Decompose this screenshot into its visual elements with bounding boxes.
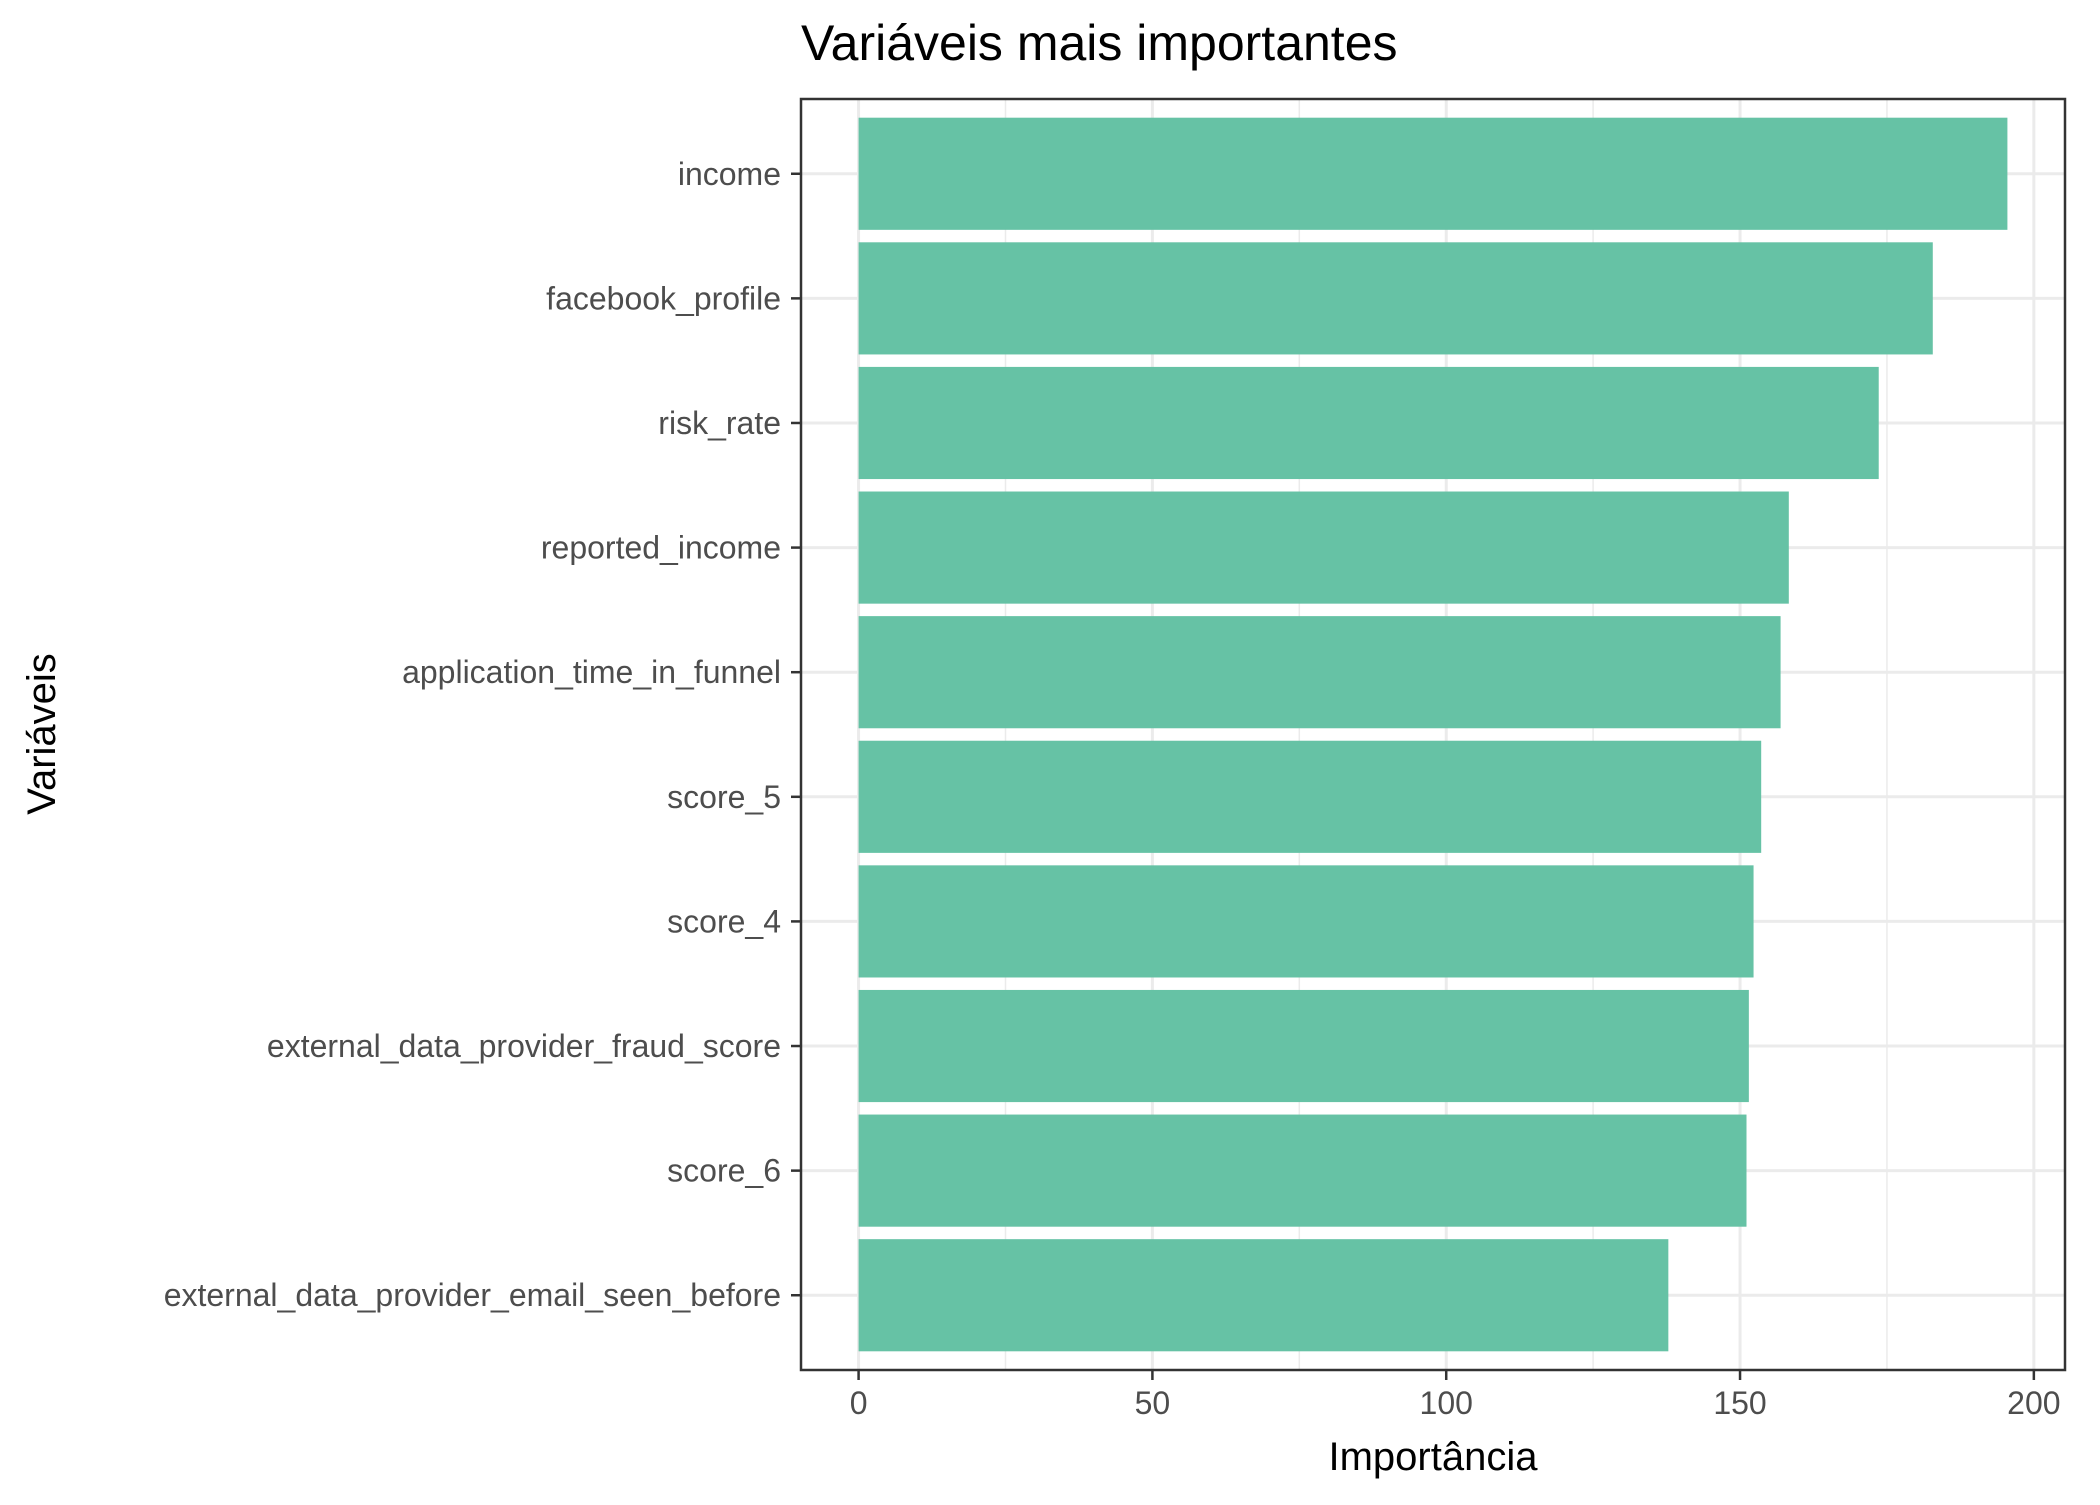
bar-score_6 (858, 1114, 1747, 1227)
bar-score_5 (858, 740, 1762, 853)
x-tick-label: 200 (2007, 1385, 2060, 1421)
bar-score_4 (858, 865, 1754, 978)
x-tick-label: 0 (850, 1385, 868, 1421)
x-axis-label: Importância (1329, 1435, 1539, 1479)
bar-external_data_provider_fraud_score (858, 989, 1749, 1103)
bar-reported_income (858, 491, 1789, 604)
bar-facebook_profile (858, 242, 1933, 355)
x-axis: 0 50 100 150 200 (850, 1370, 2061, 1421)
y-axis: income facebook_profile risk_rate reported_… (164, 156, 801, 1313)
y-tick-label: score_4 (667, 903, 781, 939)
bar-external_data_provider_email_seen_before (858, 1239, 1669, 1352)
x-tick-label: 150 (1713, 1385, 1766, 1421)
y-tick-label: external_data_provider_email_seen_before (164, 1277, 781, 1313)
bar-income (858, 117, 2008, 230)
y-tick-label: risk_rate (658, 405, 781, 441)
panel-border (799, 97, 2067, 1372)
y-tick-label: income (678, 156, 781, 192)
y-axis-label: Variáveis (20, 653, 64, 815)
y-tick-label: facebook_profile (546, 280, 781, 316)
x-tick-label: 100 (1420, 1385, 1473, 1421)
bar-application_time_in_funnel (858, 616, 1781, 729)
y-tick-label: reported_income (541, 530, 781, 566)
bar-risk_rate (858, 366, 1879, 480)
chart-title: Variáveis mais importantes (801, 15, 1398, 71)
bars (858, 117, 2008, 1352)
y-tick-label: score_5 (667, 779, 781, 815)
y-tick-label: application_time_in_funnel (402, 654, 781, 690)
y-tick-label: score_6 (667, 1153, 781, 1189)
x-tick-label: 50 (1135, 1385, 1171, 1421)
y-tick-label: external_data_provider_fraud_score (267, 1028, 781, 1064)
